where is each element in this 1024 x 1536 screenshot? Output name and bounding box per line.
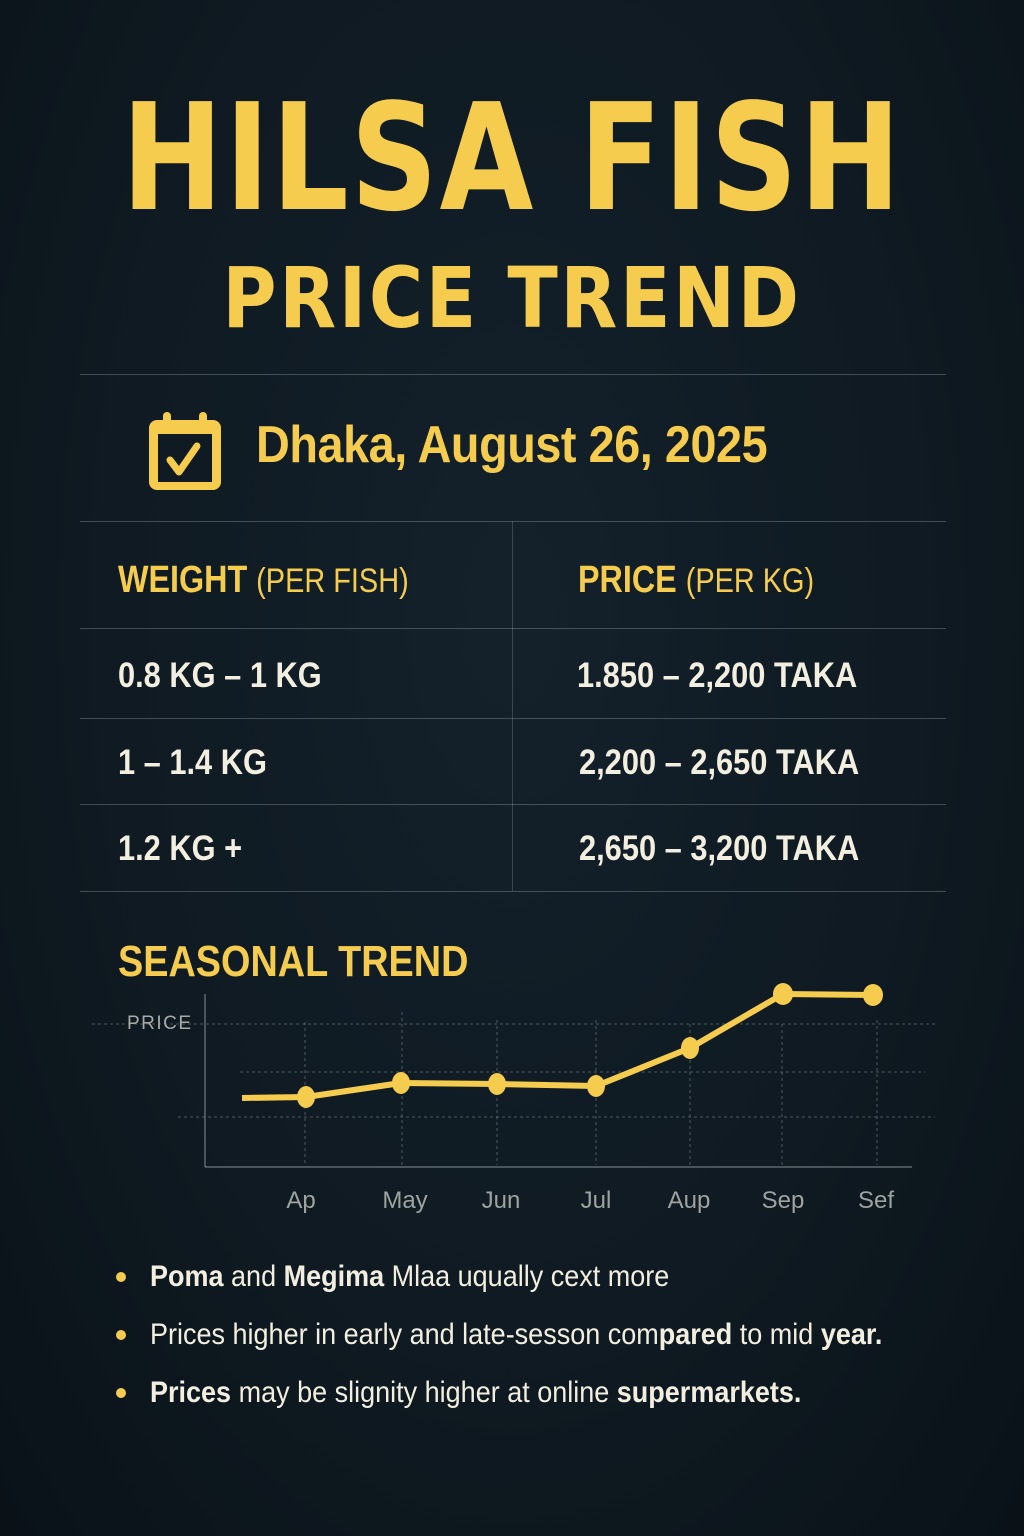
trend-line [241,991,874,1101]
row3-price: 2,650 – 3,200 TAKA [579,829,860,868]
note-part: Prices [150,1376,232,1409]
list-item: Prices may be slignity higher at online … [110,1364,1010,1422]
note-part: supermarkets. [616,1376,802,1409]
note-part: to mid [732,1318,821,1351]
title-line1: HILSA FISH [121,72,903,244]
table-column-divider [512,521,513,891]
note-part: Mlaa uqually cext more [384,1260,670,1293]
row1-weight: 0.8 KG – 1 KG [118,656,322,695]
x-tick: Jun [481,1187,521,1214]
row3-weight: 1.2 KG + [118,829,243,868]
row2-price: 2,200 – 2,650 TAKA [579,743,860,782]
divider [80,628,946,629]
row2-weight: 1 – 1.4 KG [118,743,267,782]
bullet-icon [116,1330,126,1340]
divider [80,804,946,805]
list-item: Poma and Megima Mlaa uqually cext more [110,1248,1010,1306]
title-line2: PRICE TREND [222,249,802,347]
note-part: pared [658,1318,733,1351]
table-header-price: PRICE (PER KG) [578,556,814,605]
note-text: Prices higher in early and late-sesson c… [150,1318,882,1352]
note-text: Poma and Megima Mlaa uqually cext more [150,1260,669,1294]
notes-list: Poma and Megima Mlaa uqually cext more P… [110,1248,1010,1422]
note-part: Prices higher in early and late-sesson c… [150,1318,659,1351]
trend-points [297,983,883,1108]
x-tick: Sef [857,1187,895,1214]
seasonal-trend-title: SEASONAL TREND [118,937,469,986]
note-text: Prices may be slignity higher at online … [150,1376,801,1410]
divider [80,891,946,892]
row1-price: 1.850 – 2,200 TAKA [577,656,858,695]
x-tick: Aup [667,1187,711,1214]
location-date: Dhaka, August 26, 2025 [256,416,768,474]
x-tick: Jul [580,1187,612,1214]
note-part: may be slignity higher at online [231,1376,617,1409]
header-price-sub: (PER KG) [685,562,815,600]
divider [80,374,946,375]
x-tick: Sep [761,1187,805,1214]
header-weight-main: WEIGHT [118,559,248,601]
calendar-check-icon [145,410,225,494]
header-price-main: PRICE [578,559,677,601]
table-header-weight: WEIGHT (PER FISH) [118,556,409,605]
list-item: Prices higher in early and late-sesson c… [110,1306,1010,1364]
y-axis-label: PRICE [127,1013,193,1034]
x-tick: Ap [286,1187,316,1214]
note-part: and [223,1260,284,1293]
note-part: Megima [283,1260,385,1293]
divider [80,718,946,719]
bullet-icon [116,1272,126,1282]
bullet-icon [116,1388,126,1398]
divider [80,521,946,522]
note-part: Poma [150,1260,224,1293]
x-tick: May [382,1187,428,1214]
header-weight-sub: (PER FISH) [256,562,409,600]
note-part: year. [820,1318,883,1351]
